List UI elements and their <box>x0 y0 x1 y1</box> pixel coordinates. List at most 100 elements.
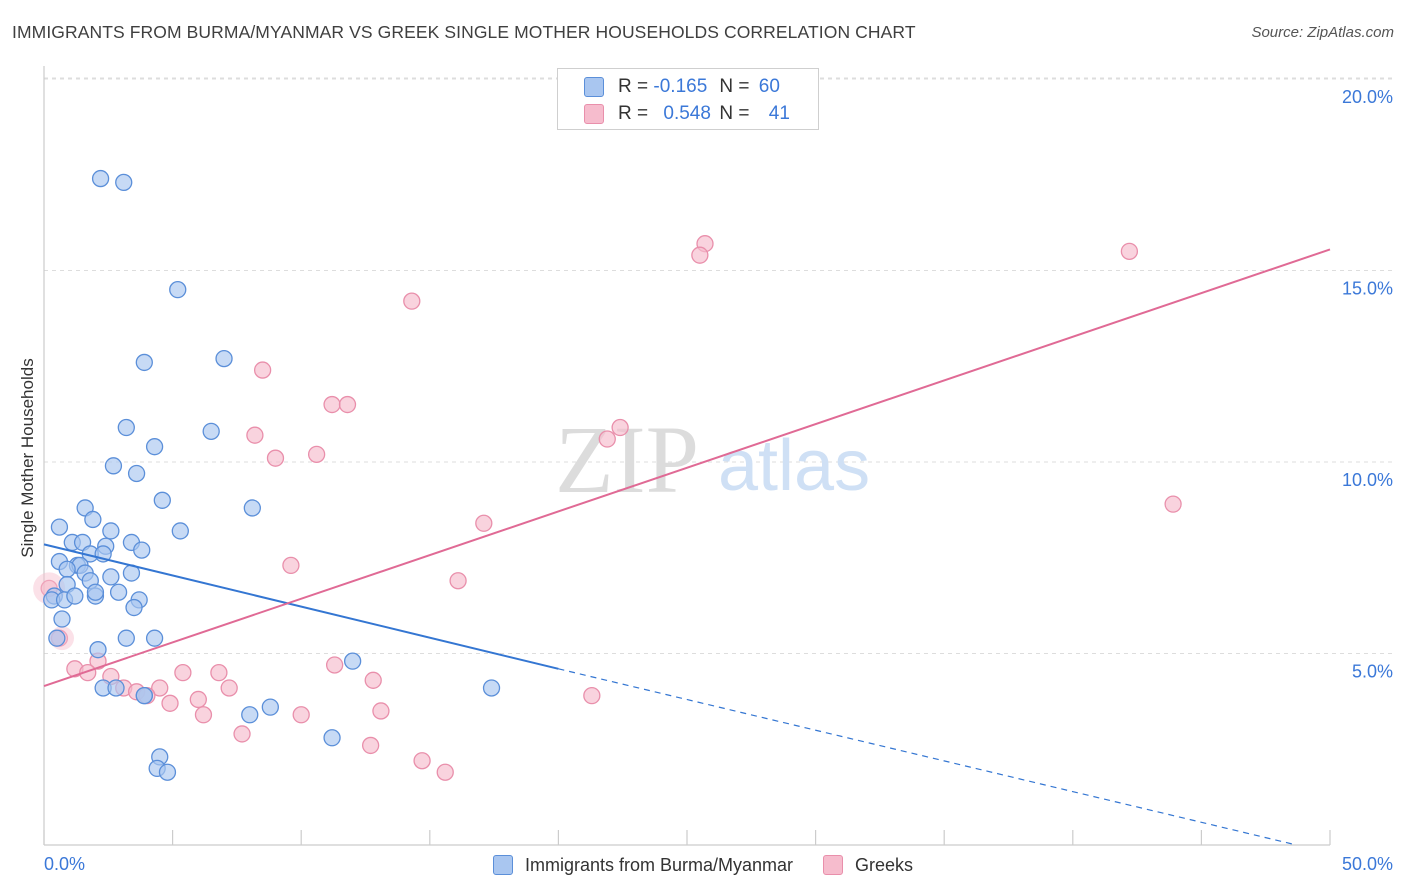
greeks-point <box>151 679 169 697</box>
greeks-point <box>361 736 380 755</box>
greeks-point <box>436 763 454 781</box>
burma-point <box>215 349 233 368</box>
greeks-point <box>79 664 97 682</box>
burma-point <box>323 729 341 747</box>
y-tick-label: 10.0% <box>1342 470 1393 490</box>
legend-r-value: 0.548 <box>663 103 711 124</box>
legend-n-value: 60 <box>758 76 780 97</box>
legend-row-greeks: R = 0.548 N = 41 <box>584 102 799 126</box>
burma-point <box>102 568 120 586</box>
greeks-point <box>372 702 390 720</box>
burma-point <box>202 422 220 441</box>
greeks-point <box>449 572 467 590</box>
burma-point <box>125 598 143 617</box>
legend-r-value: -0.165 <box>653 76 708 97</box>
burma-point <box>115 173 133 192</box>
burma-point <box>171 522 189 540</box>
burma-point <box>135 353 153 372</box>
legend-label-burma: Immigrants from Burma/Myanmar <box>524 854 794 875</box>
x-tick-label: 50.0% <box>1342 854 1393 874</box>
greeks-point <box>403 292 421 310</box>
greeks-point <box>194 706 213 724</box>
greeks-point <box>475 514 493 532</box>
greeks-point <box>1164 495 1182 513</box>
burma-point <box>482 679 501 697</box>
greeks-point <box>364 671 382 689</box>
legend-r-label: R = <box>618 103 649 124</box>
burma-point <box>48 629 66 647</box>
watermark-zip: ZIP <box>555 406 699 513</box>
burma-point <box>104 457 123 475</box>
burma-point <box>109 583 128 601</box>
greeks-point <box>691 246 709 264</box>
greeks-point <box>220 679 238 697</box>
legend-r-label: R = <box>618 76 649 97</box>
burma-point <box>53 610 71 628</box>
greeks-point <box>307 445 326 463</box>
greeks-trend-line <box>43 248 1331 688</box>
trend-lines <box>43 248 1331 846</box>
burma-point <box>343 652 362 670</box>
burma-point <box>89 641 107 659</box>
greeks-point <box>583 686 601 705</box>
axes <box>43 66 1331 846</box>
legend-n-label: N = <box>719 103 750 124</box>
greeks-point <box>325 656 344 674</box>
legend-item-burma: Immigrants from Burma/Myanmar <box>492 854 794 876</box>
greeks-point <box>413 752 431 770</box>
greeks-point <box>282 556 300 575</box>
burma-point <box>243 499 261 517</box>
burma-point <box>153 491 171 509</box>
legend-swatch-blue <box>492 855 513 875</box>
burma-point <box>158 763 177 781</box>
burma-point <box>145 629 164 647</box>
burma-point <box>261 698 279 716</box>
legend-swatch-pink <box>823 855 844 875</box>
chart-title: IMMIGRANTS FROM BURMA/MYANMAR VS GREEK S… <box>12 22 916 42</box>
burma-point <box>58 560 76 578</box>
burma-point <box>133 541 151 559</box>
burma-point <box>127 464 146 483</box>
burma-point <box>102 522 120 540</box>
legend-swatch-blue <box>584 77 604 97</box>
correlation-legend: R = -0.165 N = 60 R = 0.548 N = 41 <box>557 68 819 130</box>
burma-point <box>117 418 135 437</box>
burma-point <box>91 169 110 188</box>
legend-label-greeks: Greeks <box>855 854 914 875</box>
legend-row-burma: R = -0.165 N = 60 <box>584 75 789 99</box>
burma-point <box>107 679 125 697</box>
x-tick-label: 0.0% <box>44 854 85 874</box>
greeks-point <box>338 395 357 414</box>
watermark: ZIP atlas <box>555 406 870 513</box>
burma-point <box>135 686 153 705</box>
burma-point <box>145 438 164 456</box>
greeks-point <box>598 430 616 448</box>
legend-n-label: N = <box>719 76 750 97</box>
greeks-point <box>266 449 285 467</box>
burma-points <box>43 169 501 781</box>
greeks-point <box>253 361 272 379</box>
greeks-point <box>210 664 228 682</box>
source-label: Source: ZipAtlas.com <box>1251 24 1394 41</box>
greeks-point <box>246 426 264 444</box>
y-tick-label: 20.0% <box>1342 87 1393 107</box>
greeks-point <box>292 706 310 724</box>
tick-labels: 5.0% 10.0% 15.0% 20.0% 0.0% 50.0% <box>44 87 1393 874</box>
greeks-point <box>1120 242 1139 261</box>
burma-point <box>241 706 259 724</box>
burma-point <box>84 510 102 529</box>
grid-lines <box>44 77 1392 654</box>
burma-point <box>50 518 69 536</box>
series-legend: Immigrants from Burma/Myanmar Greeks <box>0 852 1406 878</box>
burma-trend-extension <box>558 668 1297 846</box>
legend-item-greeks: Greeks <box>823 855 913 876</box>
greeks-point <box>323 395 341 414</box>
greeks-point <box>161 694 179 712</box>
burma-point <box>169 280 187 299</box>
y-tick-label: 15.0% <box>1342 279 1393 299</box>
burma-point <box>117 629 135 647</box>
burma-point <box>66 587 84 605</box>
burma-point <box>86 583 105 601</box>
burma-trend-line <box>43 543 559 670</box>
